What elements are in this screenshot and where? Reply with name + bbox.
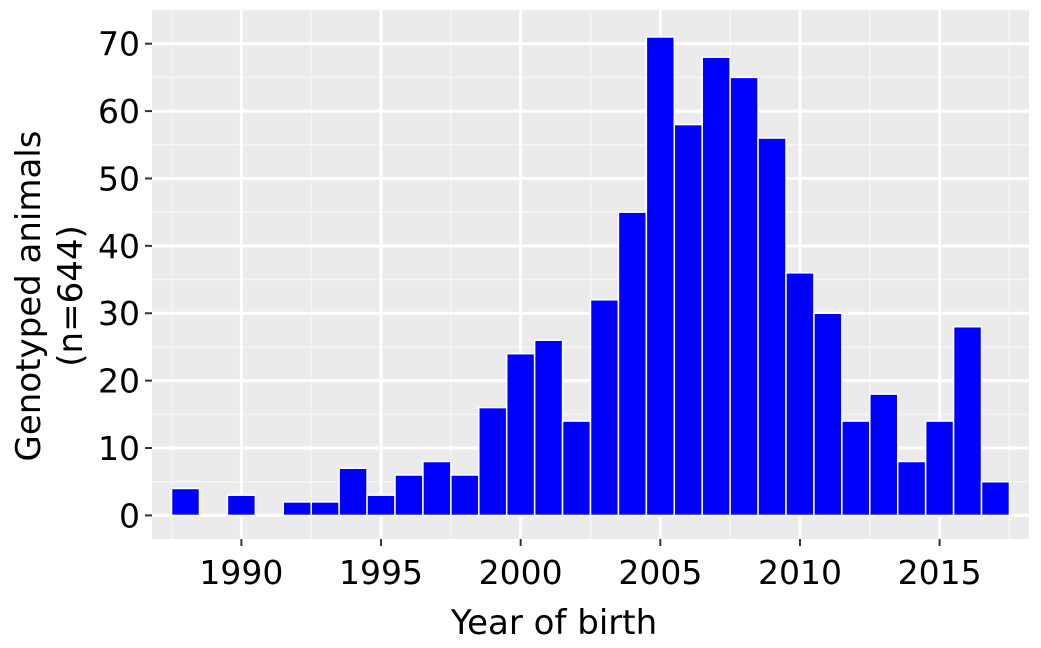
x-tick-label: 1995 [339, 553, 423, 592]
bar-2001 [533, 339, 564, 517]
bar-2000 [505, 352, 536, 517]
bar-1997 [422, 460, 452, 517]
bars [170, 36, 1011, 517]
x-tick-label: 2010 [758, 553, 842, 592]
x-tick-label: 2000 [479, 553, 563, 592]
bar-2014 [896, 460, 927, 517]
y-tick-label: 10 [98, 429, 140, 468]
y-tick-label: 20 [98, 362, 140, 401]
y-axis-title-line-1: Genotyped animals [9, 131, 49, 462]
bar-2010 [785, 272, 815, 517]
y-tick-label: 70 [98, 25, 140, 64]
x-tick-label: 2005 [618, 553, 702, 592]
bar-2003 [589, 299, 620, 517]
x-axis-ticks: 1990 1995 2000 2005 2010 2015 [199, 539, 982, 592]
y-axis-ticks: 0 10 20 30 40 50 60 70 [98, 25, 152, 535]
bar-1998 [450, 474, 480, 517]
y-tick-label: 60 [98, 92, 140, 131]
bar-2009 [757, 137, 787, 517]
bar-2006 [673, 123, 703, 517]
x-axis-title: Year of birth [450, 603, 657, 643]
bar-2005 [645, 36, 676, 517]
bar-2012 [841, 420, 871, 517]
bar-1995 [366, 494, 396, 517]
bar-2007 [701, 56, 731, 517]
y-tick-label: 40 [98, 227, 140, 266]
bar-2017 [980, 480, 1011, 517]
bar-1999 [478, 406, 508, 517]
bar-1996 [394, 474, 424, 517]
y-tick-label: 0 [119, 496, 140, 535]
bar-1990 [226, 494, 257, 517]
bar-2016 [952, 325, 983, 517]
bar-1988 [170, 487, 201, 517]
bar-2011 [813, 312, 843, 517]
y-tick-label: 30 [98, 294, 140, 333]
bar-1993 [310, 501, 340, 517]
x-tick-label: 1990 [199, 553, 283, 592]
bar-1992 [282, 501, 312, 517]
bar-2002 [561, 420, 592, 517]
bar-1994 [338, 467, 368, 517]
bar-2013 [869, 393, 899, 517]
x-tick-label: 2015 [898, 553, 982, 592]
bar-2004 [617, 211, 648, 517]
bar-2008 [729, 76, 759, 517]
bar-2015 [924, 420, 955, 517]
y-axis-title-line-2: (n=644) [51, 225, 91, 366]
y-tick-label: 50 [98, 159, 140, 198]
